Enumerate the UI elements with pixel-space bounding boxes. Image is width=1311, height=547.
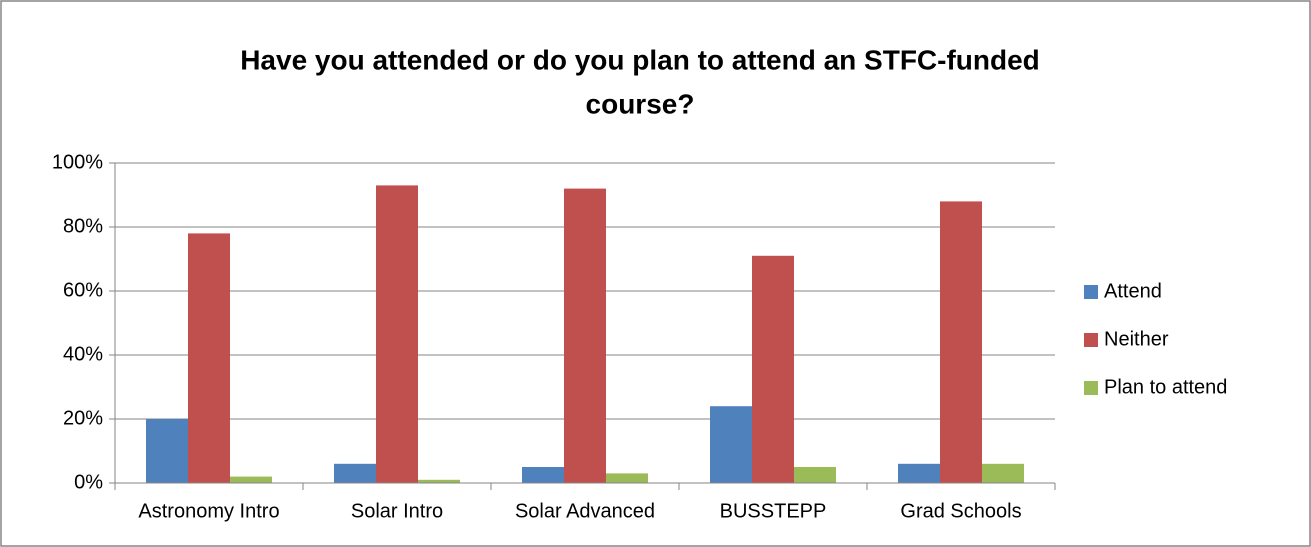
bar xyxy=(940,201,982,483)
y-tick-label: 100% xyxy=(52,151,103,173)
x-tick-label: Grad Schools xyxy=(900,500,1021,522)
x-tick-label: Astronomy Intro xyxy=(138,500,279,522)
bar xyxy=(522,467,564,483)
bar xyxy=(564,188,606,483)
x-tick-label: Solar Advanced xyxy=(515,500,655,522)
x-tick-label: Solar Intro xyxy=(351,500,443,522)
bar xyxy=(794,467,836,483)
bar xyxy=(146,419,188,483)
legend-label: Neither xyxy=(1104,328,1169,350)
bar xyxy=(418,479,460,483)
chart-title: course? xyxy=(586,88,695,119)
bar xyxy=(752,255,794,483)
chart-title: Have you attended or do you plan to atte… xyxy=(240,44,1040,75)
bar xyxy=(230,476,272,483)
y-tick-label: 60% xyxy=(63,279,103,301)
legend-swatch xyxy=(1084,333,1098,347)
y-tick-label: 80% xyxy=(63,215,103,237)
bar xyxy=(376,185,418,483)
bar xyxy=(898,463,940,483)
y-tick-label: 20% xyxy=(63,407,103,429)
bar xyxy=(188,233,230,483)
legend-label: Plan to attend xyxy=(1104,376,1227,398)
bar xyxy=(334,463,376,483)
bar xyxy=(710,406,752,483)
x-tick-label: BUSSTEPP xyxy=(720,500,827,522)
y-tick-label: 40% xyxy=(63,343,103,365)
y-tick-label: 0% xyxy=(74,471,103,493)
legend-swatch xyxy=(1084,381,1098,395)
bar xyxy=(606,473,648,483)
bar xyxy=(982,463,1024,483)
legend-swatch xyxy=(1084,285,1098,299)
legend-label: Attend xyxy=(1104,280,1162,302)
